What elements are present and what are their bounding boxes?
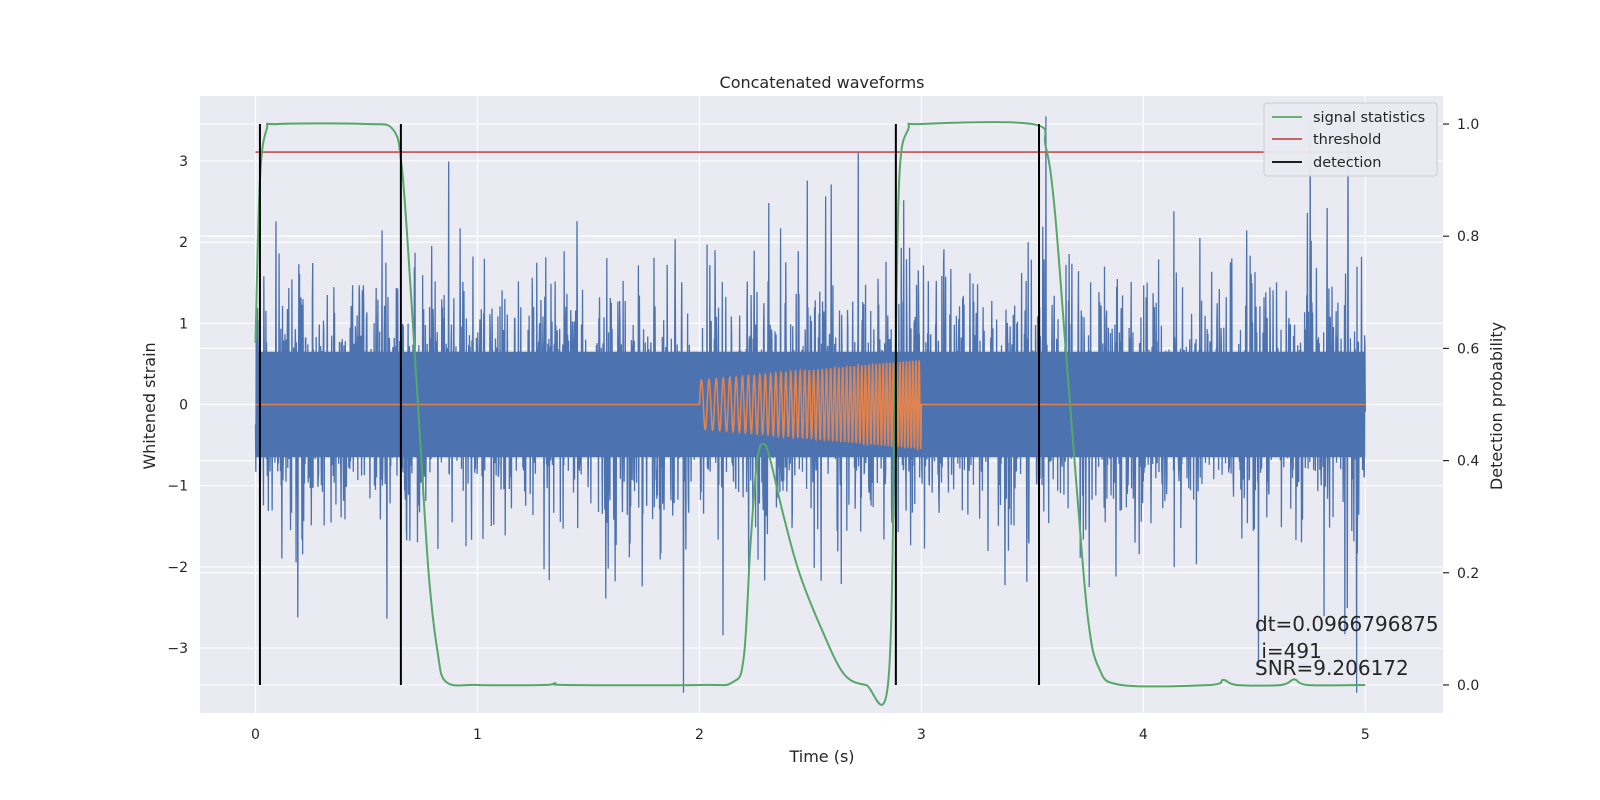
x-tick-labels: 0 1 2 3 4 5 — [251, 727, 1370, 743]
injection-series — [255, 360, 1366, 452]
annotation-dt: dt=0.0966796875 — [1255, 612, 1439, 636]
legend-label-threshold: threshold — [1313, 132, 1381, 148]
x-tick-label-0: 0 — [251, 727, 260, 743]
x-tick-label-3: 3 — [917, 727, 926, 743]
y-axis-label: Whitened strain — [140, 342, 159, 469]
x-axis-label: Time (s) — [788, 747, 854, 766]
y-right-tick-label-2: 0.4 — [1457, 454, 1479, 470]
y-tick-label-6: 3 — [179, 154, 188, 170]
legend: signal statistics threshold detection — [1263, 102, 1438, 177]
signal-statistics-series — [254, 121, 1366, 706]
chart-title: Concatenated waveforms — [720, 73, 925, 92]
annotation-i: i=491 — [1255, 639, 1322, 663]
x-tick-label-5: 5 — [1361, 727, 1370, 743]
legend-label-signal-statistics: signal statistics — [1313, 110, 1425, 126]
y-right-tick-label-5: 1.0 — [1457, 117, 1479, 133]
injection-line — [255, 360, 1366, 452]
x-tick-label-1: 1 — [473, 727, 482, 743]
y-right-tick-labels: 0.0 0.2 0.4 0.6 0.8 1.0 — [1443, 117, 1479, 694]
y-tick-label-2: −1 — [167, 479, 188, 495]
y-right-tick-label-4: 0.8 — [1457, 229, 1479, 245]
y-tick-label-3: 0 — [179, 398, 188, 414]
legend-label-detection: detection — [1313, 155, 1381, 171]
y-right-axis-label: Detection probability — [1487, 322, 1506, 490]
y-tick-labels: −3 −2 −1 0 1 2 3 — [167, 154, 188, 657]
detection-series — [258, 124, 1041, 685]
annotation-snr: SNR=9.206172 — [1255, 656, 1409, 680]
y-tick-label-5: 2 — [179, 235, 188, 251]
legend-box — [1263, 102, 1438, 177]
x-tick-label-4: 4 — [1139, 727, 1148, 743]
signal-statistics-line — [254, 121, 1366, 706]
y-right-tick-label-3: 0.6 — [1457, 341, 1479, 357]
y-right-tick-label-1: 0.2 — [1457, 566, 1479, 582]
annotations: dt=0.0966796875 i=491 SNR=9.206172 — [1255, 612, 1439, 680]
y-tick-label-0: −3 — [167, 641, 188, 657]
y-tick-label-1: −2 — [167, 560, 188, 576]
y-right-tick-label-0: 0.0 — [1457, 678, 1479, 694]
x-tick-label-2: 2 — [695, 727, 704, 743]
y-tick-label-4: 1 — [179, 316, 188, 332]
